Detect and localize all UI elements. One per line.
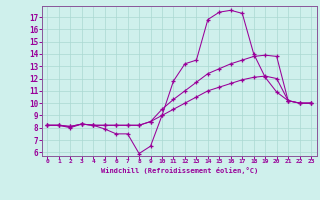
X-axis label: Windchill (Refroidissement éolien,°C): Windchill (Refroidissement éolien,°C) <box>100 167 258 174</box>
